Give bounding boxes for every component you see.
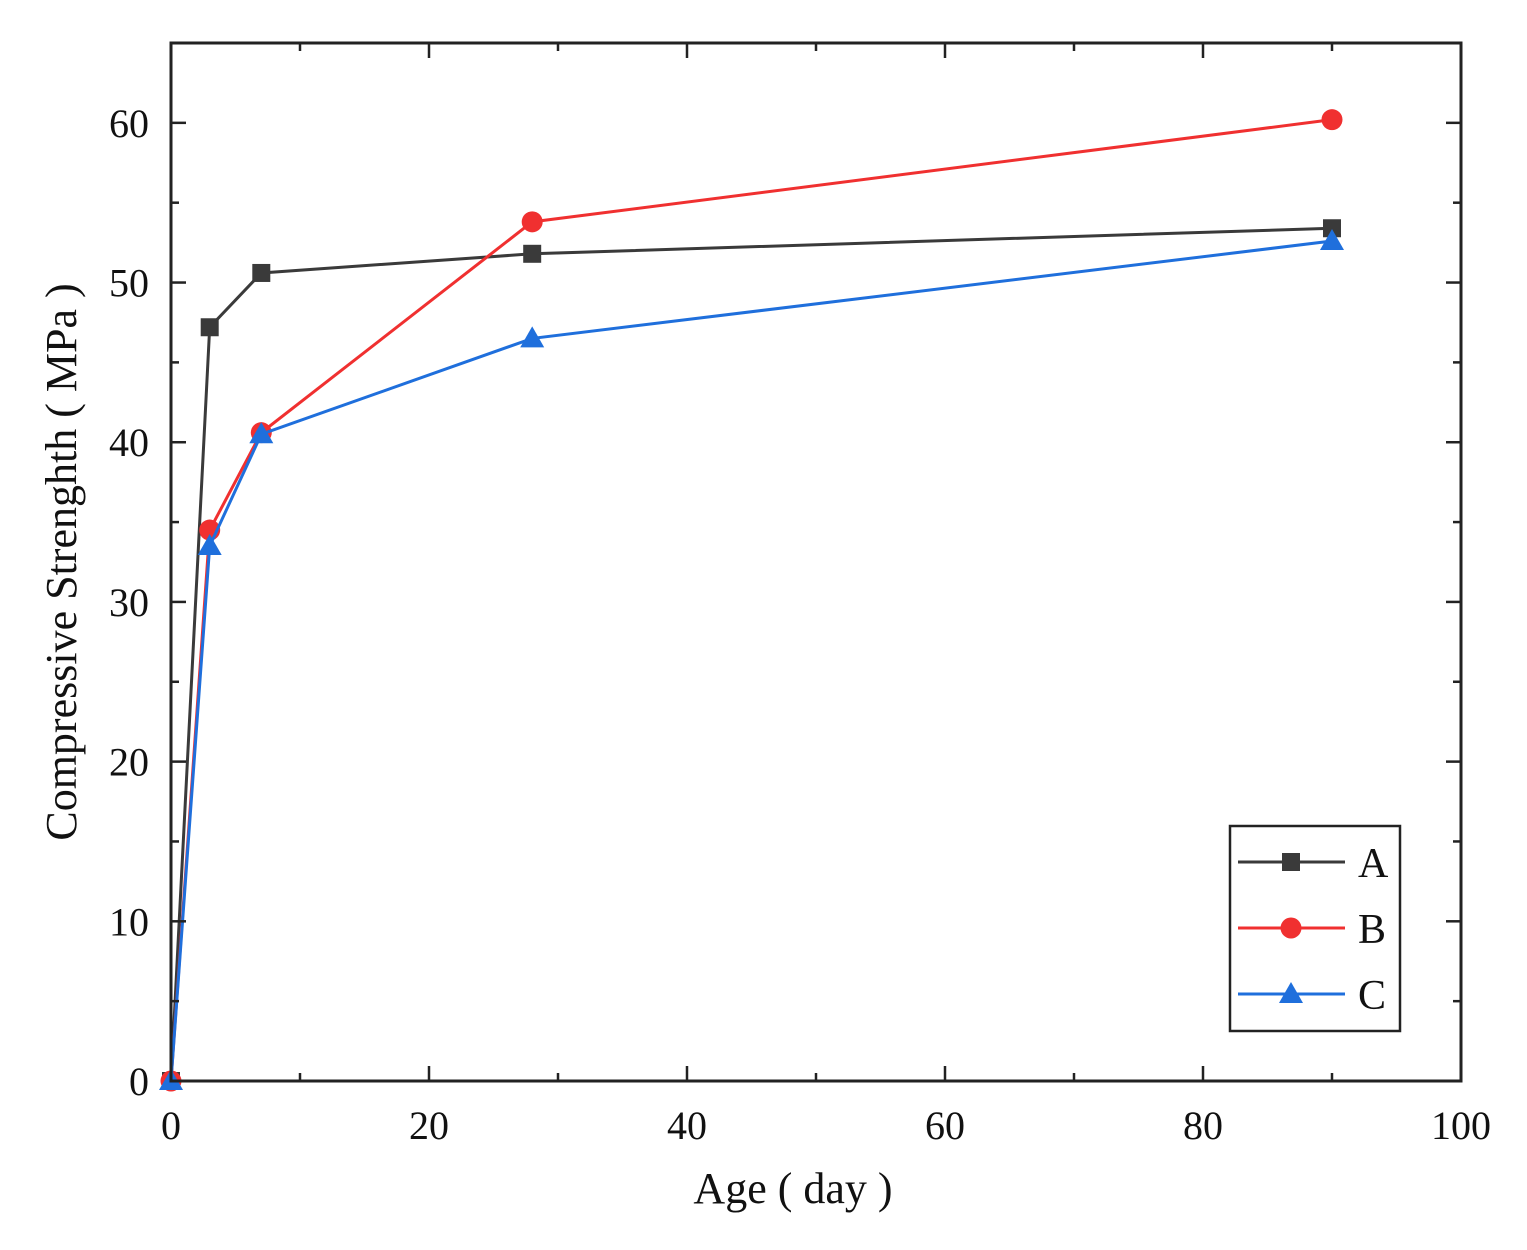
data-point-A	[1323, 219, 1341, 238]
legend-item-B: B	[1238, 907, 1386, 953]
legend-label-C: C	[1358, 973, 1386, 1019]
legend-label-A: A	[1358, 841, 1389, 887]
y-tick-label: 50	[109, 261, 149, 306]
x-tick-label: 20	[409, 1103, 449, 1148]
x-tick-label: 80	[1183, 1103, 1223, 1148]
axis-ticks: 0 20 40 60 80 100 0 10 20 30 40 50 60	[109, 41, 1491, 1148]
x-tick-label: 0	[161, 1103, 181, 1148]
y-tick-label: 30	[109, 580, 149, 625]
x-tick-label: 40	[667, 1103, 707, 1148]
legend-marker-B	[1280, 917, 1302, 939]
legend-item-A: A	[1238, 841, 1389, 887]
data-point-C	[1320, 229, 1344, 251]
x-axis-title: Age ( day )	[693, 1164, 892, 1213]
y-tick-label: 60	[109, 101, 149, 146]
series-C	[159, 229, 1344, 1090]
legend: ABC	[1228, 824, 1402, 1033]
data-point-C	[520, 326, 545, 348]
data-point-C	[249, 422, 274, 444]
y-axis-title: Compressive Strenghth ( MPa )	[37, 283, 86, 840]
legend-marker-C	[1279, 982, 1303, 1003]
data-point-A	[200, 318, 219, 337]
y-tick-label: 20	[109, 740, 149, 785]
data-point-A	[523, 244, 542, 263]
data-point-A	[252, 263, 271, 282]
legend-marker-A	[1282, 853, 1300, 871]
y-tick-label: 0	[129, 1059, 149, 1104]
y-tick-label: 10	[109, 899, 149, 944]
legend-item-C: C	[1238, 973, 1386, 1019]
series-layer	[159, 109, 1344, 1092]
x-tick-label: 60	[925, 1103, 965, 1148]
x-tick-label: 100	[1431, 1103, 1491, 1148]
y-tick-label: 40	[109, 420, 149, 465]
data-point-B	[521, 211, 543, 233]
data-point-C	[197, 534, 222, 556]
legend-label-B: B	[1358, 907, 1386, 953]
data-point-B	[1321, 109, 1343, 131]
